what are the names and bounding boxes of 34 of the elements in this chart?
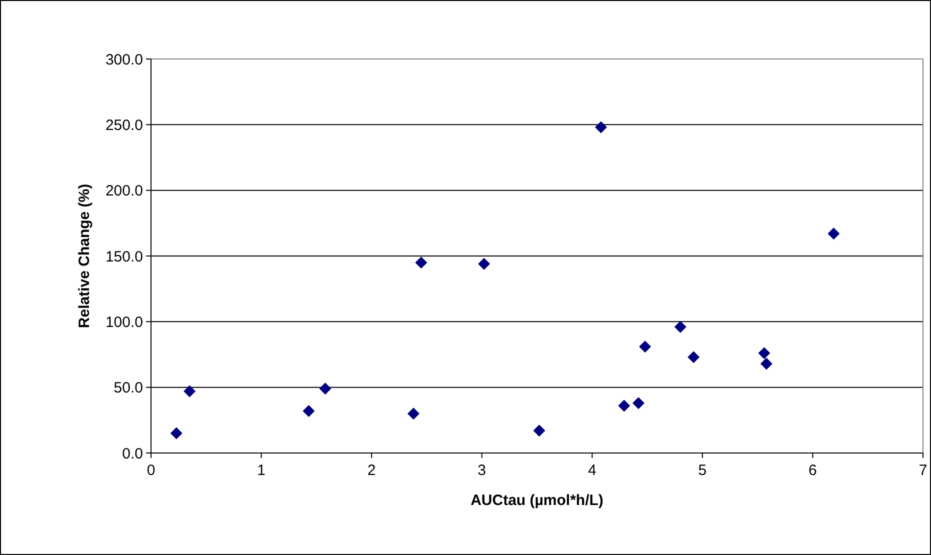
x-tick-label: 0 xyxy=(146,462,156,479)
y-tick-label: 0.0 xyxy=(122,445,143,462)
point xyxy=(639,340,652,353)
x-tick-label: 2 xyxy=(367,462,376,479)
x-tick-label: 5 xyxy=(698,462,707,479)
y-tick-label: 300.0 xyxy=(105,51,143,68)
point xyxy=(184,385,196,398)
point xyxy=(674,320,686,333)
x-tick-label: 7 xyxy=(918,462,928,479)
point xyxy=(302,404,315,417)
y-axis-title: Relative Change (%) xyxy=(76,184,93,328)
y-tick-label: 150.0 xyxy=(105,248,143,266)
point xyxy=(415,256,428,269)
point xyxy=(533,424,546,437)
point xyxy=(760,358,772,370)
point xyxy=(688,351,700,364)
point xyxy=(632,397,644,410)
point xyxy=(828,228,840,240)
x-tick-label: 3 xyxy=(478,462,486,479)
x-axis-title: AUCtau (µmol*h/L) xyxy=(470,492,604,509)
point xyxy=(478,258,490,270)
y-tick-label: 100.0 xyxy=(105,314,143,331)
point xyxy=(319,382,332,395)
x-tick-label: 6 xyxy=(808,462,817,479)
point xyxy=(170,427,182,440)
y-tick-label: 50.0 xyxy=(114,380,143,397)
y-tick-label: 250.0 xyxy=(105,116,143,134)
point xyxy=(594,121,607,134)
x-tick-label: 1 xyxy=(257,462,266,479)
point xyxy=(758,347,770,360)
point xyxy=(407,408,420,420)
x-tick-label: 4 xyxy=(588,462,596,479)
point xyxy=(618,400,630,412)
y-tick-label: 200.0 xyxy=(105,182,143,200)
